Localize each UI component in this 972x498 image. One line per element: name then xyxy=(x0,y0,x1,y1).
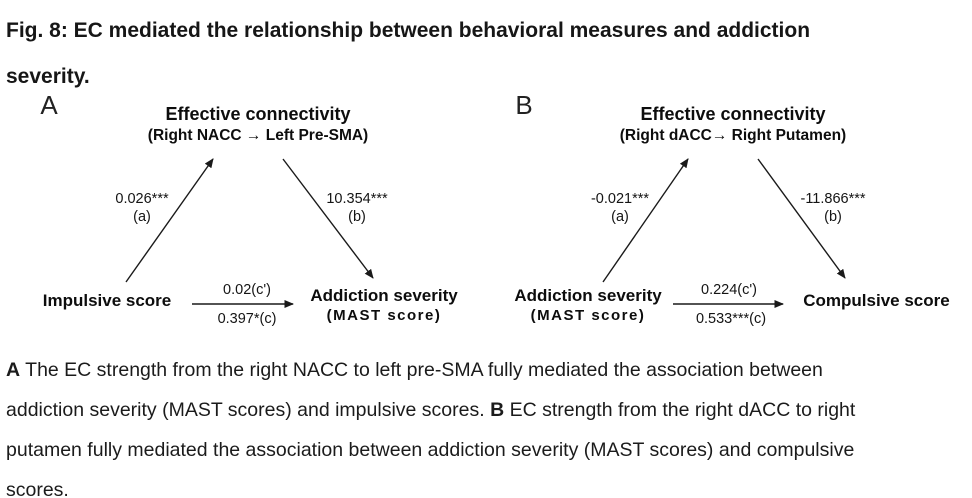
figure-title: Fig. 8: EC mediated the relationship bet… xyxy=(6,8,964,100)
panel-a-path-b-arrow xyxy=(282,158,374,279)
panel-a-predictor-node: Impulsive score xyxy=(42,291,172,310)
panel-a-path-a-label: 0.026*** (a) xyxy=(82,190,202,226)
panel-a-path-c-label: 0.397*(c) xyxy=(217,311,277,327)
mediation-arrows xyxy=(125,158,846,308)
panel-a-mediator-regions: (Right NACC → Left Pre-SMA) xyxy=(147,127,369,144)
panel-b-predictor-title: Addiction severity xyxy=(514,286,662,305)
panel-a-path-b-label: 10.354*** (b) xyxy=(297,190,417,226)
caption-line: addiction severity (MAST scores) and imp… xyxy=(6,399,856,421)
figure-title-line2: severity. xyxy=(6,65,90,88)
panel-a-path-b-name: (b) xyxy=(348,209,366,225)
panel-a-path-a-arrow xyxy=(125,158,214,283)
panel-a-path-c-prime-label: 0.02(c') xyxy=(223,282,271,298)
panel-a-path-b-value: 10.354*** xyxy=(326,191,388,207)
panel-b-mediator-regions: (Right dACC→ Right Putamen) xyxy=(619,127,847,144)
panel-b-label: B xyxy=(515,90,533,120)
panel-b-path-a-value: -0.021*** xyxy=(590,191,650,207)
panel-b-path-b-name: (b) xyxy=(824,209,842,225)
panel-b-path-a-name: (a) xyxy=(611,209,629,225)
mediation-diagrams: A Effective connectivity (Right NACC → L… xyxy=(0,85,972,347)
figure-caption: A The EC strength from the right NACC to… xyxy=(6,350,968,498)
panel-a-mediator-node: Effective connectivity (Right NACC → Lef… xyxy=(108,104,408,145)
caption-line: scores. xyxy=(6,479,69,498)
panel-a-label: A xyxy=(40,90,58,120)
panel-b-path-c-arrow xyxy=(757,158,846,279)
panel-b-predictor-node: Addiction severity (MAST score) xyxy=(507,285,669,326)
panel-b-path-b-value: -11.866*** xyxy=(800,191,866,207)
figure-title-line1: Fig. 8: EC mediated the relationship bet… xyxy=(6,19,811,42)
panel-a-outcome-title: Addiction severity xyxy=(310,286,458,305)
panel-a-path-a-name: (a) xyxy=(133,209,151,225)
panel-b-outcome-node: Compulsive score xyxy=(803,291,950,310)
caption-line: putamen fully mediated the association b… xyxy=(6,439,855,461)
panel-b-path-a-label: -0.021*** (a) xyxy=(560,190,680,226)
panel-b-mediator-node: Effective connectivity (Right dACC→ Righ… xyxy=(583,104,883,145)
panel-b-path-a-arrow xyxy=(602,158,689,283)
panel-a-mediator-title: Effective connectivity xyxy=(165,104,351,124)
panel-b-mediator-title: Effective connectivity xyxy=(640,104,826,124)
panel-a-path-a-value: 0.026*** xyxy=(115,191,169,207)
panel-b-path-b-label: -11.866*** (b) xyxy=(773,190,893,226)
panel-a-outcome-node: Addiction severity (MAST score) xyxy=(303,285,465,326)
panel-a-outcome-subtitle: (MAST score) xyxy=(326,307,442,324)
panel-b-path-c-label: 0.533***(c) xyxy=(695,311,767,327)
panel-b-predictor-subtitle: (MAST score) xyxy=(530,307,646,324)
panel-b-path-c-prime-label: 0.224(c') xyxy=(701,282,757,298)
caption-line: A The EC strength from the right NACC to… xyxy=(6,359,823,381)
